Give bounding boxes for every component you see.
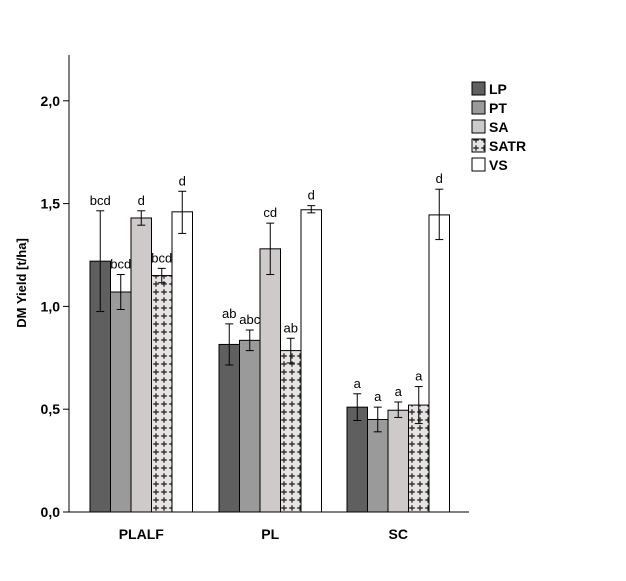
bar-satr-plalf [151, 275, 173, 513]
legend-swatch-vs [471, 157, 486, 172]
legend: LP PT SA SATR VS [471, 81, 526, 173]
significance-letter: bcd [110, 257, 131, 272]
bar-lp-pl [218, 343, 240, 513]
legend-label-satr: SATR [489, 138, 526, 154]
significance-letter: a [354, 376, 362, 391]
legend-label-vs: VS [489, 157, 508, 173]
bar-pt-plalf [110, 291, 132, 513]
bar-sa-plalf [130, 217, 152, 513]
legend-swatch-pt [471, 100, 486, 115]
x-category-label: SC [389, 526, 408, 542]
significance-letter: d [138, 193, 145, 208]
bar-sa-sc [387, 409, 409, 513]
bar-pt-sc [367, 418, 389, 513]
y-ticks: 0,0 0,5 1,0 1,5 2,0 [41, 93, 69, 520]
bar-lp-sc [346, 406, 368, 513]
bar-vs-sc [428, 214, 450, 513]
bar-vs-plalf [171, 211, 193, 513]
bars [89, 209, 450, 513]
significance-letter: bcd [151, 250, 172, 265]
bar-vs-pl [300, 209, 322, 513]
legend-label-pt: PT [489, 100, 507, 116]
error-bar-satr-plalf [157, 267, 166, 284]
significance-letter: d [308, 188, 315, 203]
legend-label-sa: SA [489, 119, 508, 135]
significance-letter: bcd [90, 193, 111, 208]
significance-letter: cd [263, 205, 277, 220]
legend-label-lp: LP [489, 81, 507, 97]
significance-letter: abc [239, 312, 260, 327]
error-bar-pt-plalf [116, 274, 125, 310]
significance-letter: a [395, 384, 403, 399]
error-bar-pt-sc [373, 406, 382, 433]
y-tick-label: 2,0 [41, 93, 61, 109]
bar-sa-pl [259, 248, 281, 513]
error-bar-vs-pl [307, 205, 316, 214]
error-bar-lp-plalf [96, 210, 105, 313]
category-labels: PLALF PL SC [119, 526, 408, 542]
significance-letter: ab [222, 306, 236, 321]
error-bar-sa-sc [394, 401, 403, 418]
significance-letter: d [179, 173, 186, 188]
x-category-label: PL [261, 526, 279, 542]
error-bar-lp-pl [225, 323, 234, 366]
error-bar-satr-pl [286, 337, 295, 364]
error-bars [96, 188, 444, 433]
error-bar-sa-plalf [137, 210, 146, 226]
significance-letter: a [374, 389, 382, 404]
error-bar-lp-sc [353, 393, 362, 422]
legend-swatch-satr [471, 138, 486, 153]
bar-satr-pl [280, 350, 302, 513]
y-tick-label: 1,5 [41, 196, 61, 212]
y-axis-title: DM Yield [t/ha] [14, 238, 29, 328]
significance-letter: a [415, 369, 423, 384]
bar-pt-pl [239, 339, 261, 513]
error-bar-vs-sc [435, 188, 444, 241]
y-tick-label: 0,5 [41, 401, 61, 417]
error-bar-sa-pl [266, 222, 275, 276]
significance-letter: ab [284, 320, 298, 335]
error-bar-pt-pl [245, 329, 254, 352]
y-tick-label: 0,0 [41, 504, 61, 520]
legend-swatch-lp [471, 81, 486, 96]
error-bar-vs-plalf [178, 190, 187, 234]
legend-swatch-sa [471, 119, 486, 134]
significance-letter: d [436, 171, 443, 186]
y-tick-label: 1,0 [41, 298, 61, 314]
x-category-label: PLALF [119, 526, 165, 542]
error-bar-satr-sc [414, 386, 423, 425]
